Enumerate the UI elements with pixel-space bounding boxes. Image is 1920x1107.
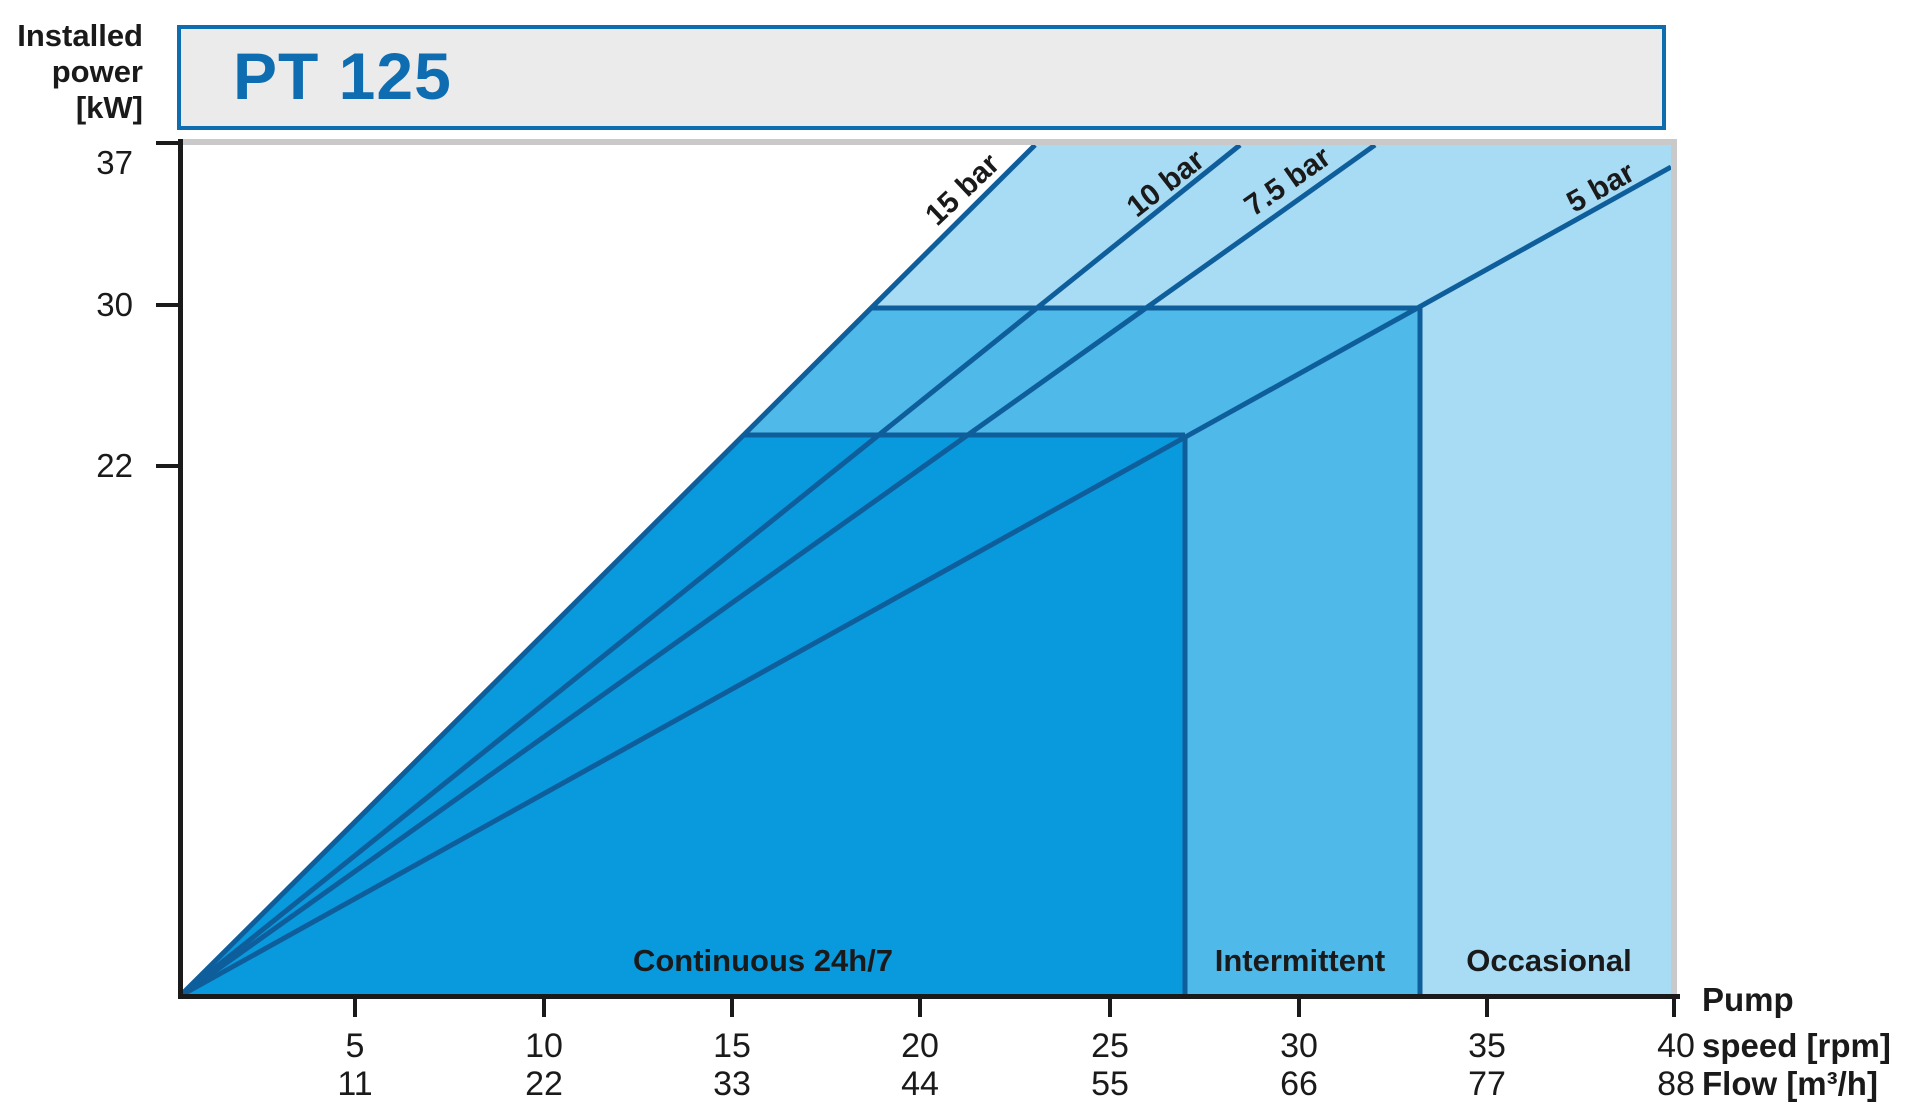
- pressure-line-15bar: [178, 143, 1037, 998]
- x-tick-mark-40: [1672, 999, 1676, 1017]
- x-flow-label-66: 66: [1280, 1065, 1318, 1103]
- region-label-occasional: Occasional: [1466, 943, 1632, 978]
- y-tick-label-30: 30: [96, 286, 133, 323]
- x-tick-mark-5: [353, 999, 357, 1017]
- pressure-line-10bar: [178, 143, 1242, 998]
- x-tick-mark-10: [542, 999, 546, 1017]
- y-axis-title: Installed power [kW]: [0, 18, 143, 126]
- x-tick-mark-30: [1297, 999, 1301, 1017]
- x-flow-label-77: 77: [1468, 1065, 1506, 1103]
- model-title: PT 125: [233, 39, 452, 113]
- intermittent-region-fill: [744, 308, 1420, 995]
- pressure-line-7-5bar: [178, 142, 1377, 999]
- x-flow-label-55: 55: [1091, 1065, 1129, 1103]
- y-axis-title-line2: power: [51, 54, 143, 89]
- x-axis-title-line3: Flow [m³/h]: [1702, 1065, 1878, 1102]
- y-tick-mark-37: [156, 141, 181, 145]
- x-flow-label-33: 33: [713, 1065, 751, 1103]
- x-tick-mark-35: [1485, 999, 1489, 1017]
- x-flow-label-11: 11: [337, 1065, 373, 1103]
- y-tick-label-37: 37: [96, 144, 133, 181]
- x-tick-mark-25: [1108, 999, 1112, 1017]
- x-tick-mark-20: [918, 999, 922, 1017]
- x-rpm-label-35: 35: [1468, 1027, 1506, 1065]
- region-label-continuous: Continuous 24h/7: [632, 943, 894, 978]
- x-rpm-label-5: 5: [345, 1027, 365, 1065]
- y-axis-title-line3: [kW]: [75, 90, 143, 125]
- x-axis-title-line2: speed [rpm]: [1702, 1027, 1891, 1064]
- model-title-box: [177, 25, 1666, 130]
- y-axis-title-line1: Installed: [17, 18, 143, 53]
- region-label-intermittent: Intermittent: [1214, 943, 1386, 978]
- x-rpm-label-15: 15: [713, 1027, 751, 1065]
- pressure-line-5bar: [178, 164, 1673, 999]
- x-rpm-label-40: 40: [1657, 1027, 1695, 1065]
- plot-top-border: [182, 139, 1677, 145]
- y-tick-label-22: 22: [96, 447, 133, 484]
- x-tick-mark-15: [730, 999, 734, 1017]
- x-rpm-label-20: 20: [901, 1027, 939, 1065]
- x-flow-label-44: 44: [901, 1065, 939, 1103]
- x-axis-line: [178, 994, 1680, 999]
- plot-right-border: [1671, 139, 1677, 997]
- y-tick-mark-22: [156, 464, 181, 468]
- x-rpm-label-30: 30: [1280, 1027, 1318, 1065]
- y-axis-line: [178, 139, 183, 999]
- x-flow-label-88: 88: [1657, 1065, 1695, 1103]
- x-flow-label-22: 22: [525, 1065, 563, 1103]
- x-axis-title-line1: Pump: [1702, 981, 1794, 1018]
- x-rpm-label-25: 25: [1091, 1027, 1129, 1065]
- y-tick-mark-30: [156, 303, 181, 307]
- x-rpm-label-10: 10: [525, 1027, 563, 1065]
